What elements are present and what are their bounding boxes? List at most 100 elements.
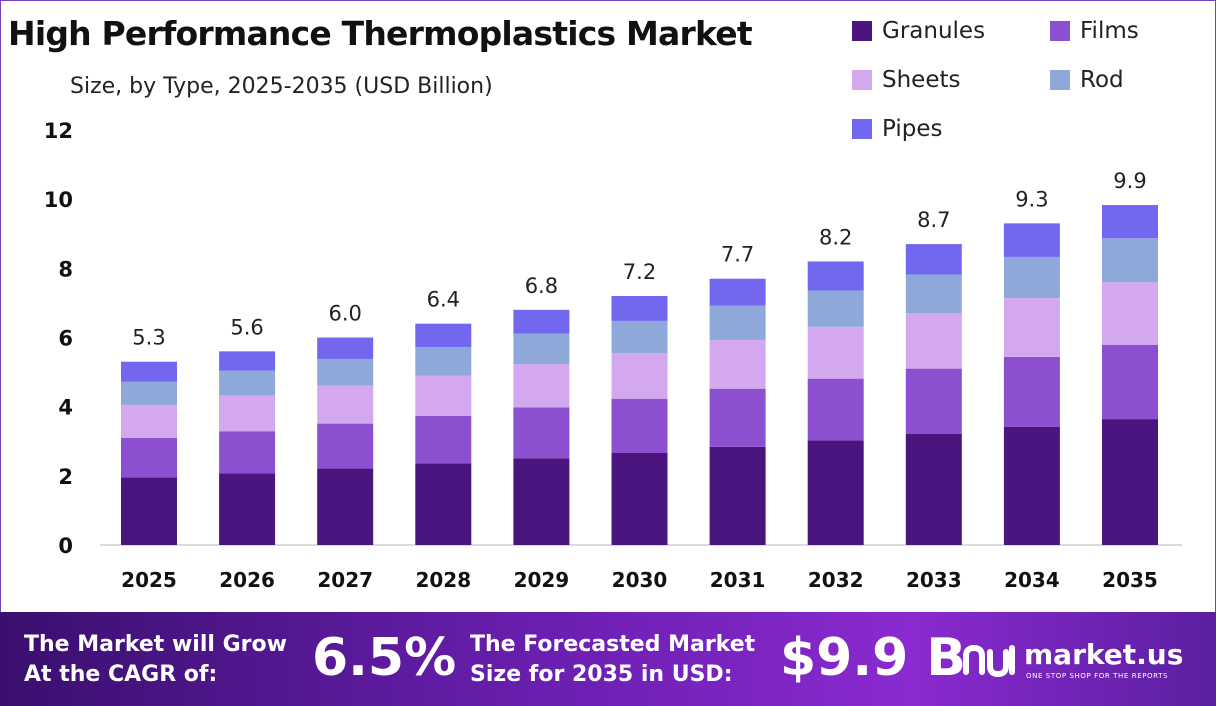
bar-segment-films <box>611 398 668 454</box>
bar-total-label: 7.2 <box>623 260 656 284</box>
bar-segment-sheets <box>121 404 177 438</box>
x-tick-label: 2027 <box>317 568 373 592</box>
cagr-label-line2: At the CAGR of: <box>24 662 218 687</box>
legend-item-films: Films <box>1050 16 1139 46</box>
bar-segment-pipes <box>121 361 177 382</box>
bar-segment-rod <box>905 274 962 314</box>
bar-segment-granules <box>415 463 472 545</box>
bar-segment-sheets <box>317 385 374 424</box>
bar-segment-sheets <box>709 339 766 389</box>
cagr-label: The Market will Grow At the CAGR of: <box>24 630 287 690</box>
market-us-logo-icon <box>963 644 1015 678</box>
bar-segment-granules <box>317 468 374 545</box>
bar-segment-pipes <box>905 244 962 275</box>
bar-segment-granules <box>121 477 177 545</box>
bar-segment-films <box>415 416 472 464</box>
x-tick-label: 2032 <box>808 568 864 592</box>
bar-segment-rod <box>317 358 374 386</box>
bar-segment-pipes <box>317 337 374 359</box>
brand-logo[interactable]: market.us ONE STOP SHOP FOR THE REPORTS <box>962 638 1192 684</box>
x-tick-label: 2028 <box>415 568 471 592</box>
bar-total-label: 6.0 <box>328 302 361 326</box>
legend-item-granules: Granules <box>852 16 985 46</box>
bar-segment-rod <box>611 320 668 354</box>
y-tick-label: 10 <box>44 188 73 212</box>
legend-label: Pipes <box>882 116 943 142</box>
y-tick-label: 2 <box>58 465 73 489</box>
x-tick-label: 2029 <box>514 568 570 592</box>
bar-total-label: 6.8 <box>525 274 558 298</box>
bar-total-label: 8.7 <box>917 208 950 232</box>
bar-segment-sheets <box>807 326 864 379</box>
cagr-label-line1: The Market will Grow <box>24 632 287 657</box>
x-tick-label: 2030 <box>612 568 668 592</box>
brand-tagline: ONE STOP SHOP FOR THE REPORTS <box>1026 672 1169 680</box>
bar-segment-granules <box>905 433 962 545</box>
bar-segment-films <box>1003 356 1060 427</box>
bar-total-label: 9.9 <box>1113 169 1146 193</box>
bar-segment-rod <box>1003 256 1060 299</box>
footer-banner: The Market will Grow At the CAGR of: 6.5… <box>0 612 1216 706</box>
stacked-bar-chart: 0 2 4 6 8 10 12 5.3 2025 5.6 2026 6.0 2027 6.4 2028 6.8… <box>44 119 1182 592</box>
bar-segment-pipes <box>1003 223 1060 257</box>
bar-segment-rod <box>121 381 177 405</box>
bar-total-label: 6.4 <box>427 288 460 312</box>
forecast-value: $9.9 B <box>780 628 967 688</box>
bar-segment-sheets <box>1003 298 1060 357</box>
legend-item-pipes: Pipes <box>852 114 943 144</box>
bar-segment-granules <box>709 446 766 545</box>
bar-segment-pipes <box>513 309 570 334</box>
bar-segment-rod <box>219 370 276 396</box>
x-tick-label: 2035 <box>1102 568 1158 592</box>
bar-total-label: 5.6 <box>230 315 263 339</box>
legend: Granules Films Sheets Rod Pipes <box>852 14 1192 154</box>
legend-item-rod: Rod <box>1050 65 1124 95</box>
x-tick-label: 2034 <box>1004 568 1060 592</box>
x-tick-label: 2033 <box>906 568 962 592</box>
bar-total-label: 5.3 <box>132 326 165 350</box>
bar-segment-films <box>1102 344 1158 420</box>
bar-total-label: 9.3 <box>1015 187 1048 211</box>
x-tick-label: 2026 <box>219 568 275 592</box>
bar-segment-pipes <box>807 261 864 291</box>
bar-segment-films <box>317 423 374 469</box>
bar-segment-sheets <box>415 375 472 417</box>
forecast-label: The Forecasted Market Size for 2035 in U… <box>470 630 755 690</box>
legend-swatch <box>852 21 872 41</box>
bar-segment-rod <box>513 333 570 365</box>
bar-segment-films <box>709 388 766 447</box>
cagr-value: 6.5% <box>312 628 457 688</box>
chart-title: High Performance Thermoplastics Market <box>8 14 753 53</box>
y-tick-label: 0 <box>58 534 73 558</box>
legend-label: Rod <box>1080 67 1124 93</box>
bar-segment-films <box>905 368 962 434</box>
bar-segment-films <box>807 378 864 441</box>
legend-label: Granules <box>882 18 986 44</box>
bar-segment-pipes <box>611 296 668 321</box>
bar-segment-sheets <box>905 313 962 369</box>
bar-segment-pipes <box>709 278 766 306</box>
bar-segment-granules <box>219 473 276 545</box>
bar-segment-granules <box>1102 419 1158 545</box>
x-tick-label: 2025 <box>121 568 177 592</box>
bar-segment-rod <box>709 305 766 340</box>
bar-segment-sheets <box>611 353 668 399</box>
legend-item-sheets: Sheets <box>852 65 960 95</box>
forecast-label-line2: Size for 2035 in USD: <box>470 662 733 687</box>
legend-swatch <box>1050 21 1070 41</box>
bar-segment-granules <box>513 458 570 545</box>
bar-segment-sheets <box>219 395 276 432</box>
bar-total-label: 7.7 <box>721 243 754 267</box>
y-tick-label: 4 <box>58 396 73 420</box>
legend-label: Sheets <box>882 67 961 93</box>
bar-segment-pipes <box>415 323 472 348</box>
bar-segment-rod <box>415 347 472 376</box>
bar-segment-rod <box>807 290 864 327</box>
bar-segment-sheets <box>513 364 570 408</box>
bar-segment-pipes <box>1102 205 1158 239</box>
x-tick-label: 2031 <box>710 568 766 592</box>
legend-swatch <box>1050 70 1070 90</box>
bar-segment-granules <box>1003 426 1060 545</box>
bar-segment-granules <box>807 440 864 545</box>
legend-swatch <box>852 70 872 90</box>
